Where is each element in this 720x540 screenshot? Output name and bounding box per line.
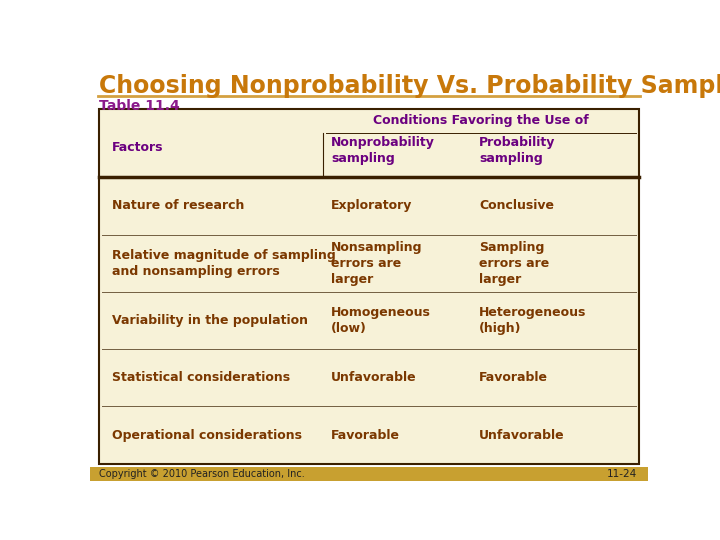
Text: Unfavorable: Unfavorable [480,429,565,442]
Text: Conditions Favoring the Use of: Conditions Favoring the Use of [373,114,589,127]
Text: Factors: Factors [112,141,163,154]
FancyBboxPatch shape [90,467,648,481]
Text: Unfavorable: Unfavorable [331,371,417,384]
Text: Nonprobability
sampling: Nonprobability sampling [331,136,435,165]
Text: 11-24: 11-24 [607,469,637,478]
Text: Favorable: Favorable [480,371,548,384]
Text: Sampling
errors are
larger: Sampling errors are larger [480,241,549,286]
Text: Favorable: Favorable [331,429,400,442]
Text: Heterogeneous
(high): Heterogeneous (high) [480,306,587,335]
Text: Table 11.4: Table 11.4 [99,99,180,113]
Text: Choosing Nonprobability Vs. Probability Sampling: Choosing Nonprobability Vs. Probability … [99,74,720,98]
Text: Nature of research: Nature of research [112,199,244,212]
Text: Copyright © 2010 Pearson Education, Inc.: Copyright © 2010 Pearson Education, Inc. [99,469,305,478]
Text: Variability in the population: Variability in the population [112,314,307,327]
Text: Operational considerations: Operational considerations [112,429,302,442]
FancyBboxPatch shape [99,110,639,464]
Text: Probability
sampling: Probability sampling [480,136,556,165]
Text: Nonsampling
errors are
larger: Nonsampling errors are larger [331,241,423,286]
Text: Relative magnitude of sampling
and nonsampling errors: Relative magnitude of sampling and nonsa… [112,248,336,278]
Text: Homogeneous
(low): Homogeneous (low) [331,306,431,335]
Text: Statistical considerations: Statistical considerations [112,371,290,384]
Text: Exploratory: Exploratory [331,199,413,212]
Text: Conclusive: Conclusive [480,199,554,212]
